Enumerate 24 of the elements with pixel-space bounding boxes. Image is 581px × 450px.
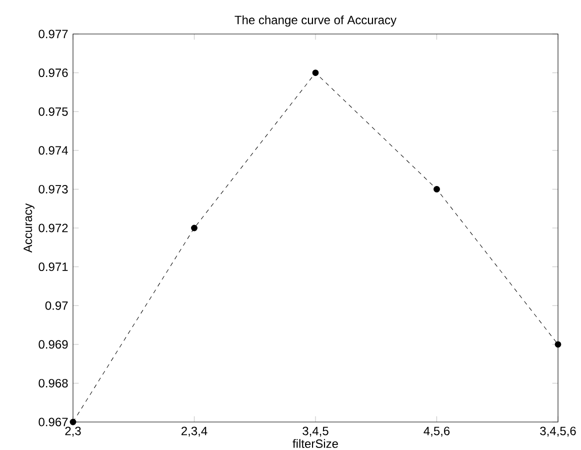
y-tick-label: 0.976 bbox=[38, 68, 68, 78]
point bbox=[434, 186, 440, 192]
chart-title: The change curve of Accuracy bbox=[234, 15, 396, 27]
y-tick-label: 0.973 bbox=[38, 184, 68, 194]
x-axis-title: filterSize bbox=[292, 439, 338, 448]
y-tick-label: 0.969 bbox=[38, 340, 68, 349]
y-tick-label: 0.975 bbox=[38, 107, 68, 116]
y-tick-label: 0.97 bbox=[45, 301, 68, 310]
y-tick-label: 0.968 bbox=[38, 378, 68, 388]
y-axis-title: Accuracy bbox=[24, 203, 34, 253]
x-tick-label: 2,3 bbox=[65, 426, 81, 437]
x-tick-label: 3,4,5,6 bbox=[540, 426, 576, 437]
x-tick-label: 2,3,4 bbox=[182, 426, 208, 437]
y-tick-label: 0.972 bbox=[38, 224, 68, 232]
y-tick-label: 0.977 bbox=[38, 30, 68, 38]
point bbox=[312, 70, 319, 76]
point bbox=[70, 418, 76, 426]
y-tick-label: 0.967 bbox=[38, 418, 68, 426]
point bbox=[554, 341, 562, 348]
x-tick-label: 3,4,5 bbox=[302, 426, 328, 437]
point bbox=[191, 224, 198, 232]
y-tick-label: 0.971 bbox=[38, 262, 68, 272]
x-tick-label: 4,5,6 bbox=[424, 426, 450, 437]
y-tick-label: 0.974 bbox=[38, 146, 68, 155]
